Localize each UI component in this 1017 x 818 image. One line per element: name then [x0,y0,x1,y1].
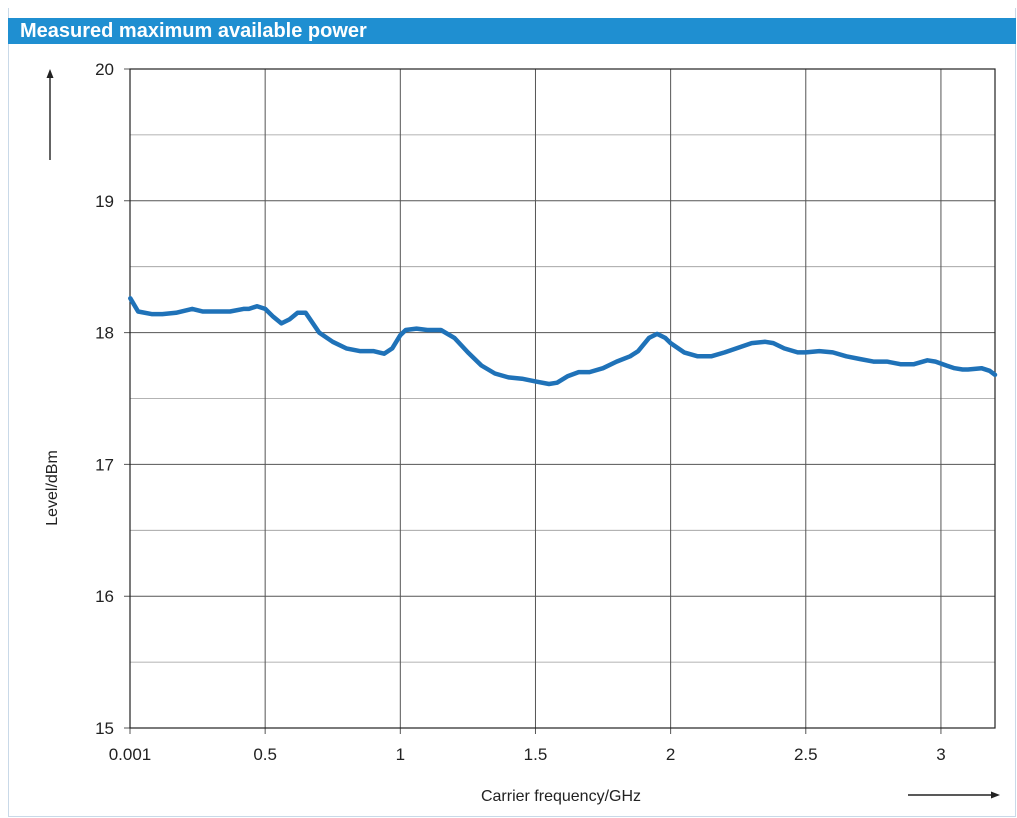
chart-frame [8,8,1016,817]
major-grid [124,68,995,734]
x-axis-label: Carrier frequency/GHz [481,788,641,805]
x-tick-label: 2 [666,745,675,764]
x-tick-label: 3 [936,745,945,764]
x-tick-label: 0.5 [253,745,277,764]
x-tick-labels: 0.001 0.5 1 1.5 2 2.5 3 [109,745,946,764]
x-tick-label: 1 [396,745,405,764]
chart-title: Measured maximum available power [8,18,1016,44]
y-tick-label: 20 [95,60,114,79]
y-tick-label: 15 [95,719,114,738]
plot-area [129,68,996,729]
y-tick-label: 17 [95,455,114,474]
y-tick-label: 19 [95,192,114,211]
series-line [128,296,998,387]
minor-grid [130,134,995,663]
x-tick-label: 2.5 [794,745,818,764]
x-axis-arrow [908,791,1000,799]
y-tick-labels: 15 16 17 18 19 20 [95,60,114,738]
y-tick-label: 18 [95,324,114,343]
x-tick-label: 0.001 [109,745,152,764]
y-axis-label: Level/dBm [44,450,61,526]
y-tick-label: 16 [95,587,114,606]
x-tick-label: 1.5 [524,745,548,764]
y-axis-arrow [46,69,54,160]
